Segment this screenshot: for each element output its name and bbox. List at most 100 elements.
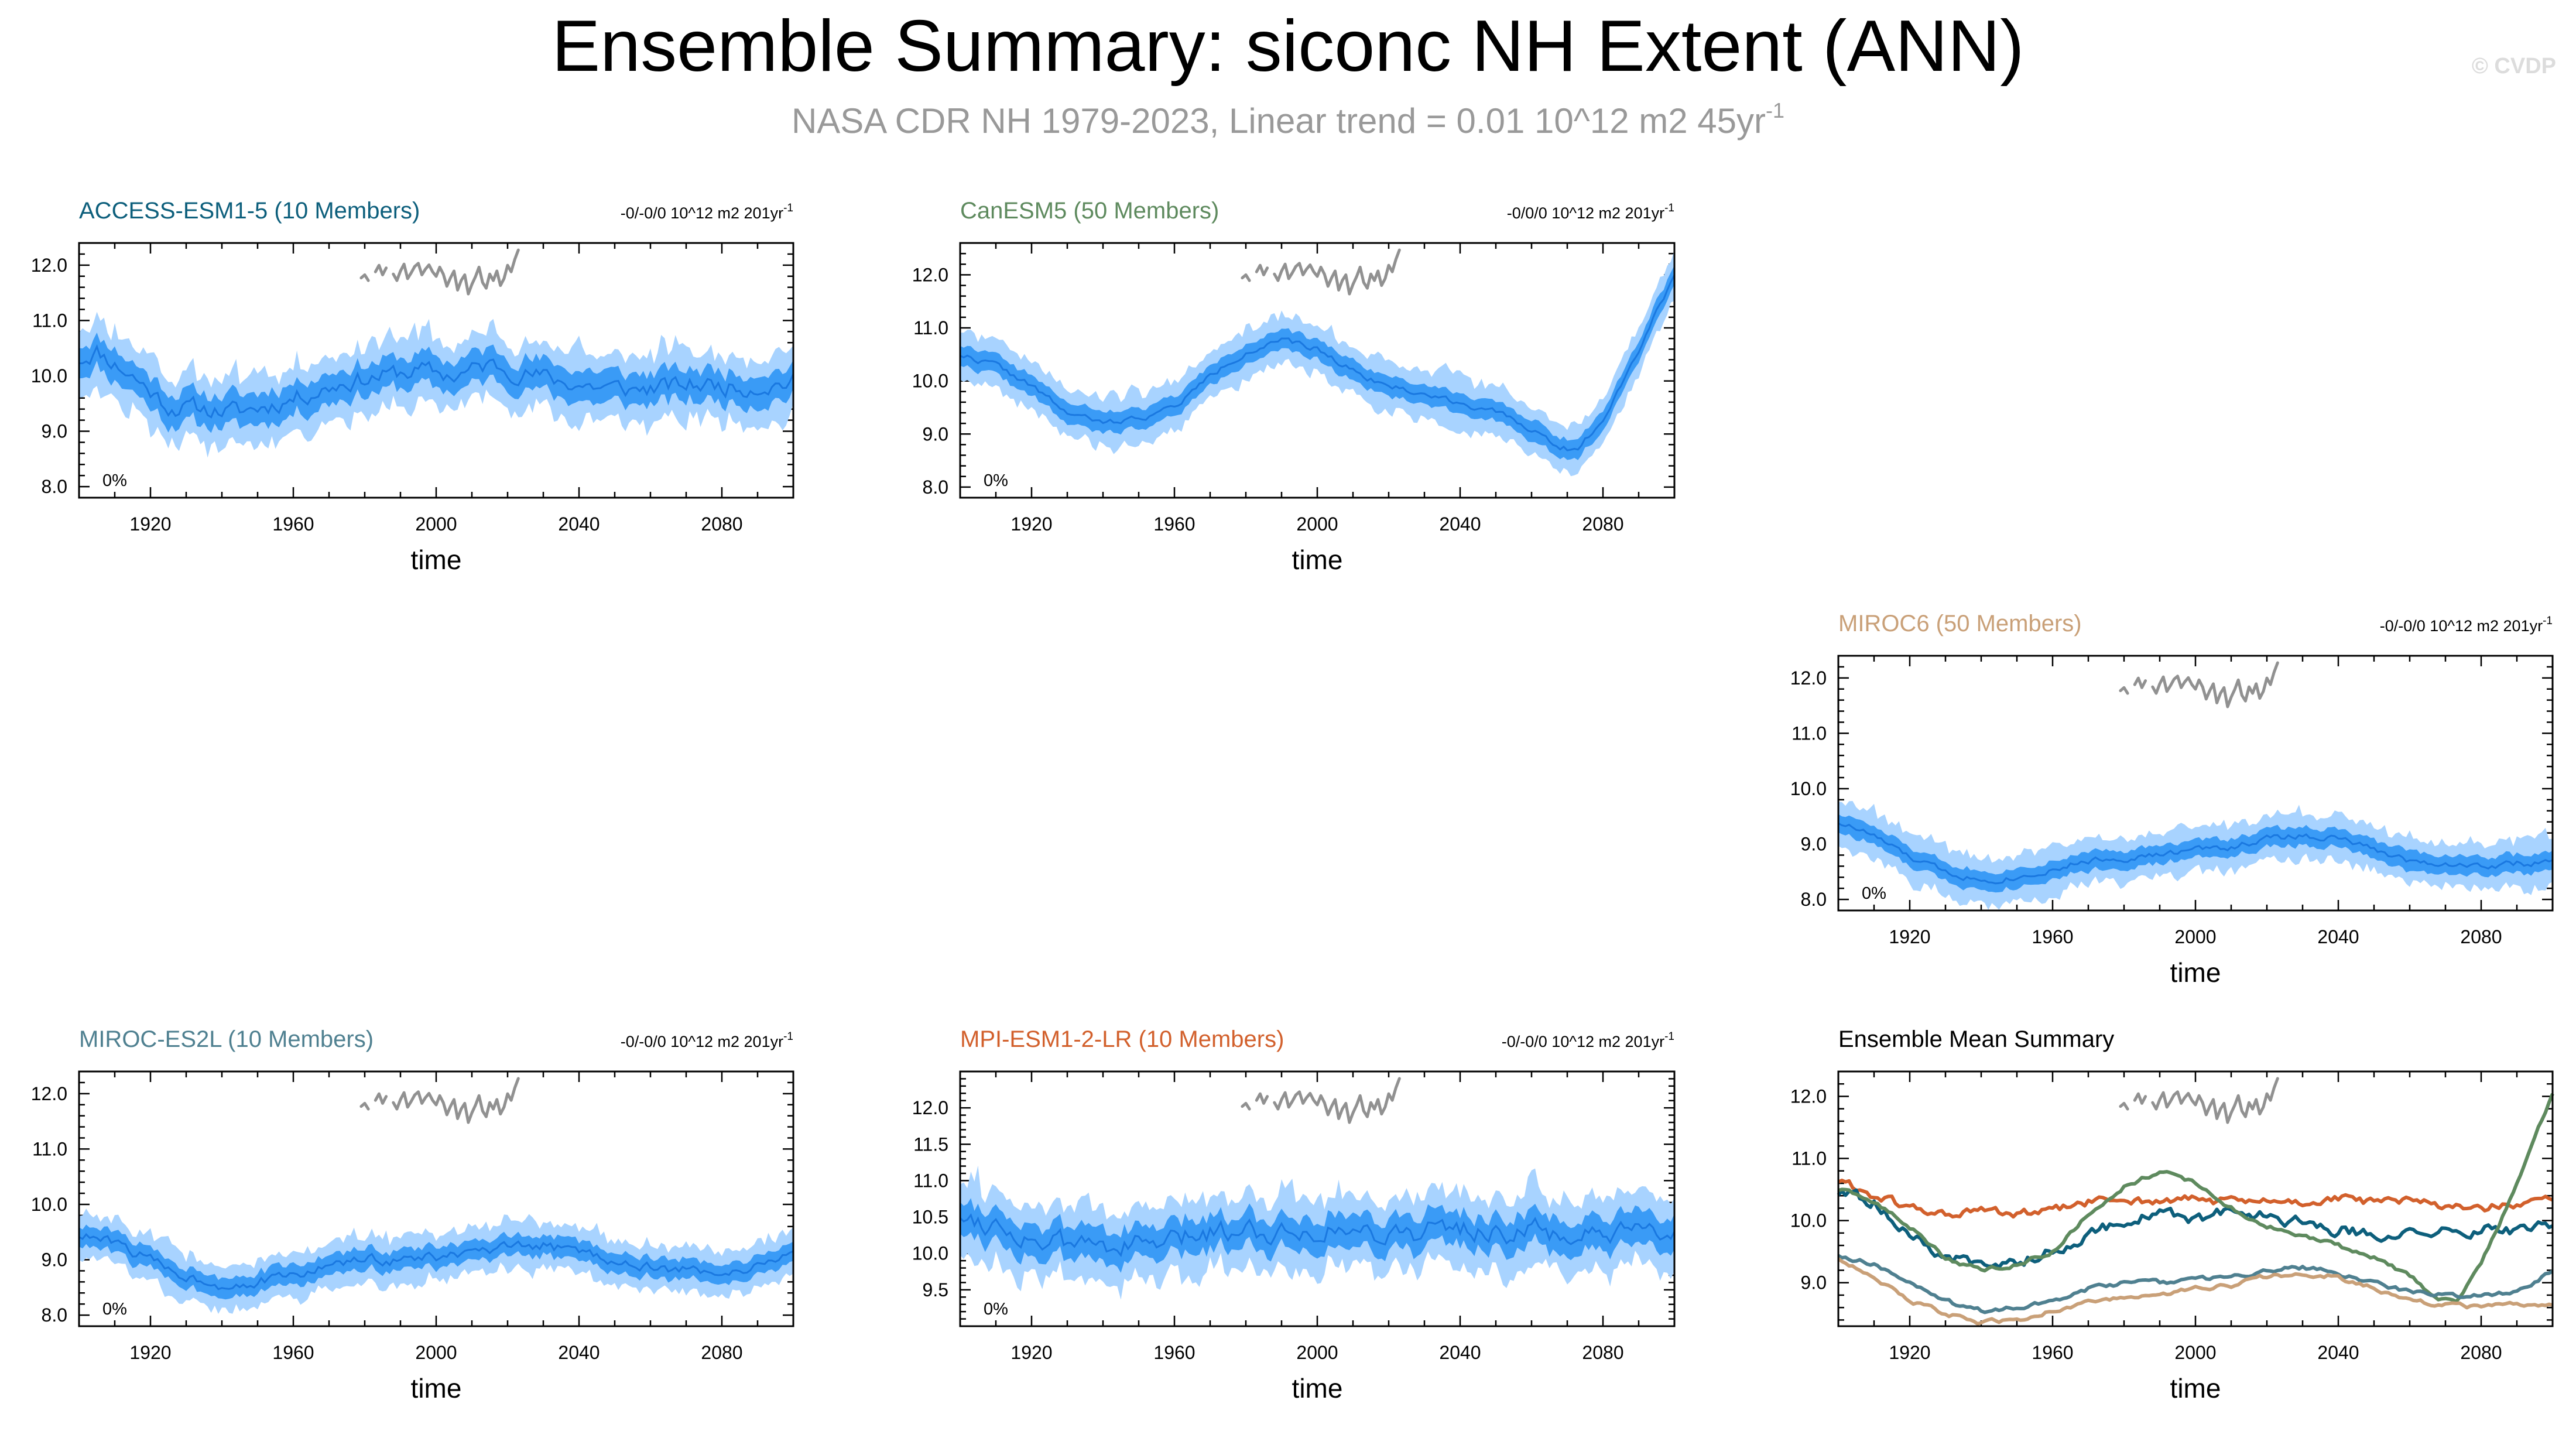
panel-access-xtick-label: 1960	[272, 513, 314, 535]
panel-access-frame-top	[78, 242, 794, 499]
panel-mpi-percent-label: 0%	[984, 1300, 1008, 1319]
panel-mpi-obs-line	[1255, 1092, 1269, 1105]
panel-access-trend-exponent: -1	[783, 202, 793, 214]
panel-miroc6-mean-line	[1838, 822, 2553, 885]
panel-mirocesl-xtick-label: 2000	[415, 1342, 457, 1363]
panel-summary-xtick-label: 2000	[2174, 1342, 2216, 1363]
page-subtitle: NASA CDR NH 1979-2023, Linear trend = 0.…	[0, 98, 2576, 141]
panel-access-band-inner	[79, 333, 793, 433]
panel-mpi-ytick-label: 10.5	[912, 1207, 948, 1228]
copyright-watermark: © CVDP	[2471, 54, 2556, 78]
page-title: Ensemble Summary: siconc NH Extent (ANN)	[551, 6, 2025, 87]
panel-mpi-title: MPI-ESM1-2-LR (10 Members)	[960, 1026, 1284, 1052]
panel-mirocesl-ytick-label: 9.0	[42, 1249, 67, 1271]
panel-access-obs-line	[359, 273, 370, 282]
panel-mirocesl-title: MIROC-ES2L (10 Members)	[79, 1026, 374, 1052]
panel-summary: Ensemble Mean Summary 1920 1960 2000 2040 208…	[1790, 1026, 2554, 1403]
panel-summary-series-line	[1837, 1188, 2554, 1269]
panel-mirocesl-band-inner	[79, 1224, 793, 1300]
panel-canesm-percent-label: 0%	[984, 471, 1008, 490]
panel-mirocesl: MIROC-ES2L (10 Members) -0/-0/0 10^12 m2 …	[31, 1026, 794, 1403]
panel-access-ytick-label: 9.0	[42, 421, 67, 442]
panel-summary-ytick-label: 9.0	[1801, 1272, 1827, 1293]
panel-miroc6-xtick-label: 2000	[2174, 926, 2216, 947]
panel-access-trend-text: -0/-0/0 10^12 m2 201yr	[621, 204, 783, 222]
panel-mirocesl-xlabel: time	[411, 1373, 462, 1403]
panel-miroc6-xtick-label: 1960	[2032, 926, 2073, 947]
panel-mpi-ytick-label: 11.0	[913, 1170, 948, 1191]
panel-mpi-trend-text: -0/-0/0 10^12 m2 201yr	[1502, 1033, 1664, 1050]
panel-mpi-xtick-label: 2080	[1582, 1342, 1623, 1363]
panel-canesm-xtick-label: 1920	[1010, 513, 1052, 535]
panel-miroc6-obs-line	[2119, 686, 2129, 695]
panel-access-xtick-label: 2000	[415, 513, 457, 535]
panel-miroc6-ytick-label: 10.0	[1790, 778, 1827, 799]
panel-access-ytick-label: 10.0	[31, 365, 67, 386]
panel-summary-xlabel: time	[2170, 1373, 2221, 1403]
panel-mpi-ytick-label: 10.0	[912, 1243, 948, 1264]
panel-mpi-ytick-label: 12.0	[912, 1097, 948, 1118]
panel-mirocesl-xtick-label: 1960	[272, 1342, 314, 1363]
panel-mirocesl-xtick-label: 2080	[701, 1342, 742, 1363]
panel-canesm-ytick-label: 10.0	[912, 371, 948, 392]
panel-canesm-xtick-label: 1960	[1153, 513, 1195, 535]
panel-summary-obs-line	[2119, 1101, 2129, 1111]
panel-mirocesl-ytick-label: 8.0	[42, 1305, 67, 1326]
panel-canesm-ytick-label: 11.0	[913, 317, 948, 338]
panel-mpi: MPI-ESM1-2-LR (10 Members) -0/-0/0 10^12 …	[912, 1026, 1676, 1403]
panel-mpi-xtick-label: 1960	[1153, 1342, 1195, 1363]
panel-miroc6-percent-label: 0%	[1862, 884, 1886, 903]
panel-canesm-xtick-label: 2040	[1439, 513, 1481, 535]
panel-access-xtick-label: 2080	[701, 513, 742, 535]
panel-mirocesl-trend-label: -0/-0/0 10^12 m2 201yr-1	[621, 1031, 793, 1050]
panel-access-ytick-label: 8.0	[42, 476, 67, 497]
panel-mpi-xlabel: time	[1292, 1373, 1343, 1403]
panel-miroc6-xlabel: time	[2170, 957, 2221, 988]
panel-summary-frame-top	[1837, 1070, 2554, 1327]
subtitle-text: NASA CDR NH 1979-2023, Linear trend = 0.…	[791, 101, 1766, 141]
panel-mirocesl-ytick-label: 12.0	[31, 1083, 67, 1104]
panel-access-trend-label: -0/-0/0 10^12 m2 201yr-1	[621, 202, 793, 222]
panel-access-xtick-label: 1920	[129, 513, 171, 535]
panel-mpi-obs-line	[1273, 1077, 1401, 1124]
panel-access-title: ACCESS-ESM1-5 (10 Members)	[79, 198, 420, 224]
panel-miroc6-xtick-label: 1920	[1889, 926, 1930, 947]
panel-canesm-xtick-label: 2080	[1582, 513, 1623, 535]
panel-mirocesl-frame-top	[78, 1070, 794, 1327]
panel-canesm-ytick-label: 12.0	[912, 264, 948, 285]
panel-summary-xtick-label: 2040	[2317, 1342, 2359, 1363]
panel-mpi-xtick-label: 1920	[1010, 1342, 1052, 1363]
panel-mirocesl-percent-label: 0%	[102, 1300, 127, 1319]
panel-canesm-xlabel: time	[1292, 545, 1343, 575]
panel-miroc6-ytick-label: 8.0	[1801, 889, 1827, 910]
panel-summary-ytick-label: 11.0	[1791, 1148, 1827, 1169]
panel-access-xtick-label: 2040	[558, 513, 600, 535]
panel-access: ACCESS-ESM1-5 (10 Members) -0/-0/0 10^12 …	[31, 198, 794, 575]
panel-canesm-trend-label: -0/0/0 10^12 m2 201yr-1	[1507, 202, 1674, 222]
panel-canesm-obs-line	[1241, 273, 1251, 282]
panel-summary-xtick-label: 1960	[2032, 1342, 2073, 1363]
panel-miroc6-trend-text: -0/-0/0 10^12 m2 201yr	[2380, 617, 2543, 635]
subtitle-exponent: -1	[1766, 98, 1785, 122]
panel-canesm-obs-line	[1273, 248, 1401, 296]
panel-miroc6-frame-top	[1837, 655, 2554, 912]
panel-mpi-obs-line	[1241, 1101, 1251, 1111]
panel-canesm-trend-text: -0/0/0 10^12 m2 201yr	[1507, 204, 1664, 222]
panel-summary-xtick-label: 1920	[1889, 1342, 1930, 1363]
panel-mpi-frame-top	[959, 1070, 1676, 1327]
panel-miroc6-ytick-label: 11.0	[1791, 723, 1827, 744]
panel-summary-ytick-label: 10.0	[1790, 1210, 1827, 1231]
panel-mpi-xtick-label: 2040	[1439, 1342, 1481, 1363]
panel-miroc6-trend-exponent: -1	[2543, 615, 2553, 627]
panel-summary-series-line	[1837, 1254, 2554, 1314]
panel-mirocesl-ytick-label: 11.0	[32, 1138, 67, 1159]
panel-mpi-trend-label: -0/-0/0 10^12 m2 201yr-1	[1502, 1031, 1674, 1050]
panel-miroc6-obs-line	[2133, 676, 2147, 689]
panel-mpi-ytick-label: 11.5	[913, 1134, 948, 1155]
panel-canesm-ytick-label: 8.0	[923, 477, 948, 498]
panel-miroc6-ytick-label: 12.0	[1790, 667, 1827, 689]
panel-summary-ytick-label: 12.0	[1790, 1086, 1827, 1107]
panel-miroc6-title: MIROC6 (50 Members)	[1838, 611, 2082, 636]
panel-miroc6-xtick-label: 2080	[2460, 926, 2502, 947]
